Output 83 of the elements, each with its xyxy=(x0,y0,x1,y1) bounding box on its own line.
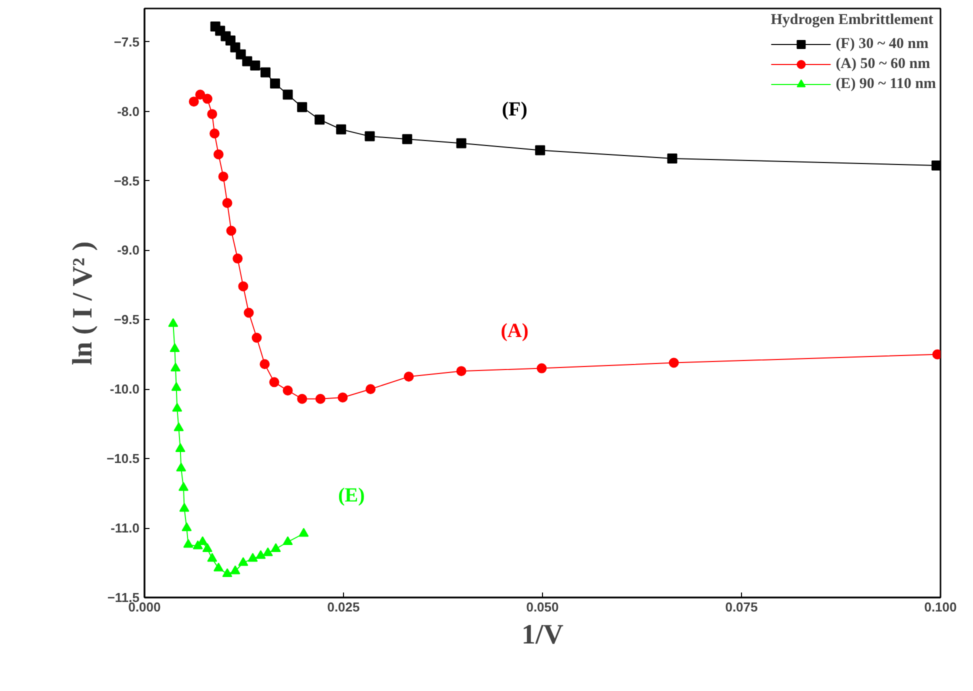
point xyxy=(262,547,273,556)
point xyxy=(260,359,270,370)
y-tick-label: −9.5 xyxy=(114,312,140,328)
point xyxy=(214,562,224,572)
point xyxy=(336,124,346,134)
point xyxy=(536,363,547,374)
point xyxy=(404,372,414,382)
point xyxy=(269,377,280,388)
point xyxy=(198,536,208,546)
point xyxy=(222,198,232,208)
point xyxy=(248,552,258,562)
point xyxy=(282,90,293,100)
point xyxy=(252,332,262,343)
y-tick-label: −8.5 xyxy=(114,173,140,188)
point xyxy=(667,154,678,164)
point xyxy=(314,114,325,125)
point xyxy=(179,502,190,512)
y-axis-title: ln ( I / V² ) xyxy=(68,241,99,366)
point xyxy=(366,384,376,394)
point xyxy=(668,358,679,368)
x-axis-title: 1/V xyxy=(522,620,564,650)
point xyxy=(297,394,308,404)
point xyxy=(244,308,254,318)
point xyxy=(170,362,181,372)
annotation: (F) xyxy=(502,98,528,121)
point xyxy=(402,134,412,144)
point xyxy=(230,565,240,574)
point xyxy=(226,226,236,236)
point xyxy=(207,109,218,120)
point xyxy=(364,131,375,142)
point xyxy=(282,536,293,546)
annotation: (E) xyxy=(338,484,365,506)
point xyxy=(170,343,180,352)
point xyxy=(182,522,192,532)
point xyxy=(202,94,212,104)
y-tick-label: -9.0 xyxy=(117,242,140,258)
point xyxy=(535,145,546,156)
point xyxy=(238,557,248,566)
legend-label: (E) 90 ~ 110 nm xyxy=(836,76,936,92)
legend-label: (F) 30 ~ 40 nm xyxy=(836,36,928,52)
point xyxy=(202,543,212,552)
point xyxy=(218,172,228,182)
point xyxy=(210,128,220,139)
point xyxy=(222,568,232,577)
point xyxy=(256,550,266,559)
point xyxy=(175,443,186,452)
point xyxy=(270,543,281,552)
point xyxy=(456,366,466,376)
point xyxy=(171,382,182,391)
point xyxy=(298,528,309,537)
annotation: (A) xyxy=(500,320,529,342)
point xyxy=(260,67,270,78)
point xyxy=(932,160,940,170)
point xyxy=(176,462,186,472)
point xyxy=(338,392,348,402)
point xyxy=(168,318,178,327)
point xyxy=(250,60,260,70)
legend-label: (A) 50 ~ 60 nm xyxy=(836,56,930,72)
point xyxy=(172,402,182,412)
point xyxy=(207,552,218,562)
point xyxy=(297,102,308,112)
y-tick-label: -10.0 xyxy=(110,382,140,397)
point xyxy=(178,482,189,491)
y-tick-label: -8.0 xyxy=(117,104,140,119)
point xyxy=(282,386,293,396)
y-tick-label: −7.5 xyxy=(114,34,140,50)
point xyxy=(183,539,194,548)
x-tick-label: 0.025 xyxy=(327,600,360,614)
legend-title: Hydrogen Embrittlement xyxy=(770,12,934,29)
point xyxy=(232,254,243,264)
point xyxy=(188,96,199,107)
point xyxy=(270,78,280,89)
y-tick-label: -11.0 xyxy=(110,520,140,536)
point xyxy=(456,138,466,148)
x-tick-label: 0.050 xyxy=(526,600,559,614)
point xyxy=(174,422,184,432)
x-tick-label: 0.100 xyxy=(924,600,957,614)
x-tick-label: 0.075 xyxy=(725,600,758,614)
point xyxy=(238,281,248,292)
point xyxy=(195,90,206,100)
y-tick-label: −10.5 xyxy=(106,451,140,466)
point xyxy=(214,149,224,160)
point xyxy=(315,394,326,404)
